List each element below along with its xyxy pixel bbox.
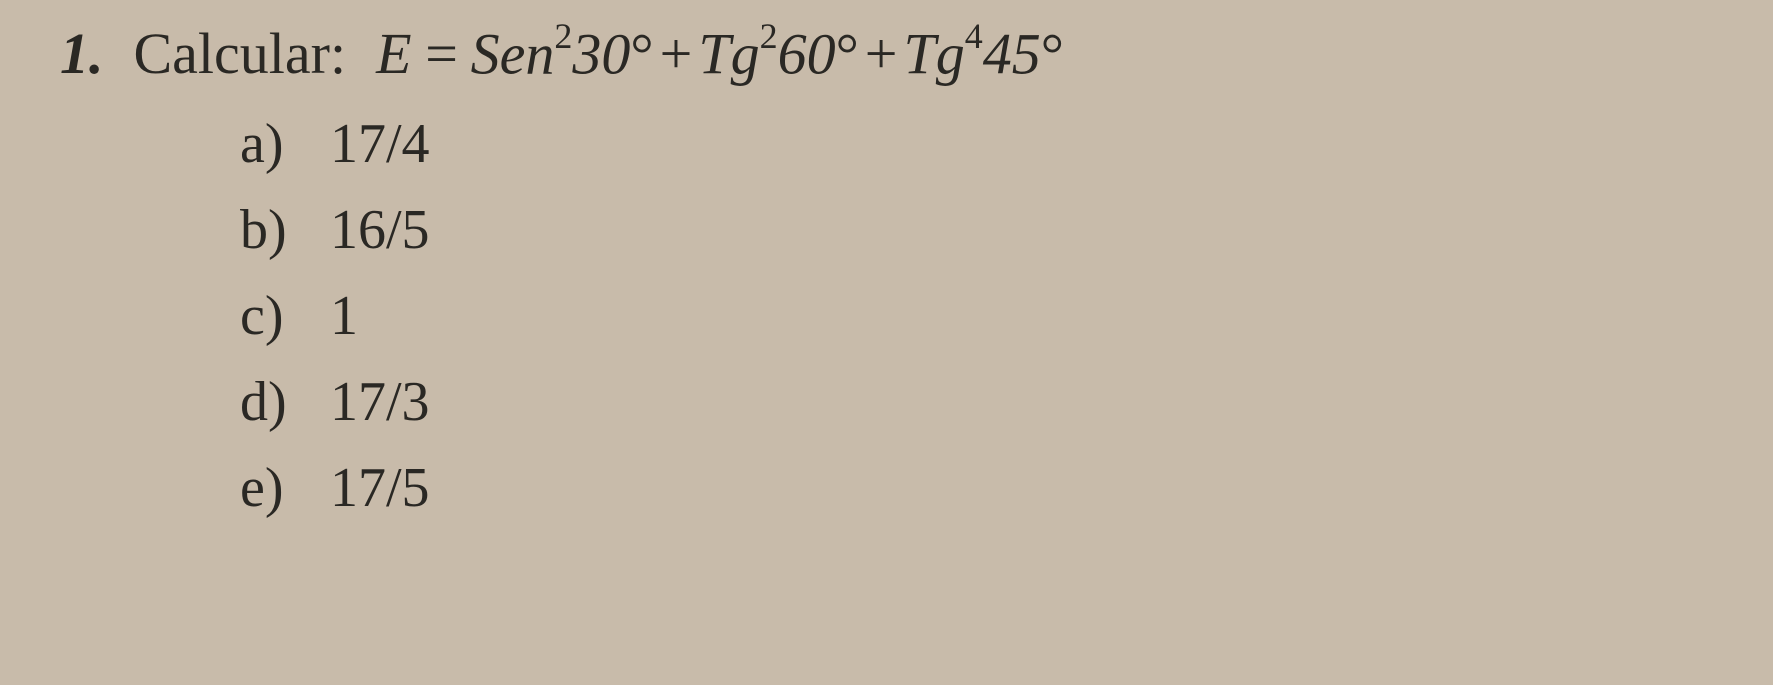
deg-2: ° [836,21,859,86]
option-value-c: 1 [330,284,358,348]
variable: E [376,20,411,87]
deg-3: ° [1041,21,1064,86]
question-number: 1. [60,20,104,87]
option-e: e) 17/5 [240,456,1713,520]
ang-3: 45 [983,21,1041,86]
question-line: 1. Calcular: E = Sen230° + Tg260° + Tg44… [60,20,1713,87]
term-1: Sen230° [471,20,654,87]
option-letter-b: b) [240,198,300,262]
equals-sign: = [422,20,461,87]
ang-1: 30 [572,21,630,86]
question-prompt: Calcular: [134,20,347,87]
term-3: Tg445° [904,20,1064,87]
plus-1: + [660,20,693,87]
func-2: Tg [698,21,759,86]
option-letter-d: d) [240,370,300,434]
option-value-b: 16/5 [330,198,430,262]
option-c: c) 1 [240,284,1713,348]
option-b: b) 16/5 [240,198,1713,262]
option-value-a: 17/4 [330,112,430,176]
option-letter-a: a) [240,112,300,176]
option-letter-e: e) [240,456,300,520]
option-d: d) 17/3 [240,370,1713,434]
options-list: a) 17/4 b) 16/5 c) 1 d) 17/3 e) 17/5 [240,112,1713,520]
option-value-e: 17/5 [330,456,430,520]
exp-2: 2 [760,16,778,56]
option-value-d: 17/3 [330,370,430,434]
func-1: Sen [471,21,555,86]
deg-1: ° [630,21,653,86]
exp-1: 2 [554,16,572,56]
plus-2: + [865,20,898,87]
ang-2: 60 [778,21,836,86]
exp-3: 4 [965,16,983,56]
equation: E = Sen230° + Tg260° + Tg445° [376,20,1064,87]
option-a: a) 17/4 [240,112,1713,176]
func-3: Tg [904,21,965,86]
option-letter-c: c) [240,284,300,348]
term-2: Tg260° [698,20,858,87]
